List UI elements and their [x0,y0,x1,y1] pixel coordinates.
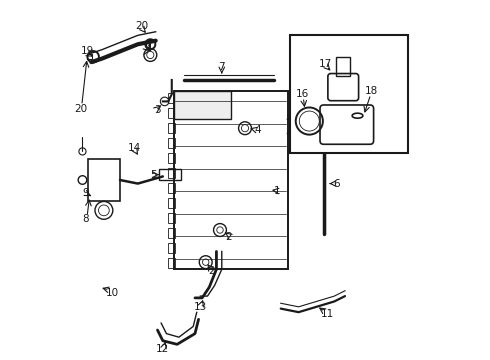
Bar [168,228,174,238]
Bar [173,91,288,269]
Text: 18: 18 [365,86,378,96]
Text: 12: 12 [156,343,170,354]
Bar [168,257,174,267]
Bar [168,198,174,208]
Text: 6: 6 [333,179,340,189]
Bar [173,91,231,119]
Text: 11: 11 [320,309,334,319]
Text: 17: 17 [319,59,332,69]
Bar [168,153,174,163]
Bar [168,183,174,193]
Text: 4: 4 [145,43,152,53]
Text: 15: 15 [395,96,409,107]
Bar [168,243,174,253]
Bar [159,169,181,180]
Text: 4: 4 [254,125,261,135]
Text: 3: 3 [154,105,161,115]
Bar [88,54,92,59]
Text: 7: 7 [219,63,225,72]
Bar [146,42,149,47]
Bar [168,93,174,103]
Text: 8: 8 [82,214,89,224]
Bar [336,57,350,76]
Bar [168,168,174,178]
Bar [168,123,174,133]
Bar [168,213,174,223]
Bar [168,138,174,148]
Text: 16: 16 [295,89,309,99]
Text: 2: 2 [208,266,215,276]
Text: 19: 19 [81,46,95,57]
Bar [168,108,174,118]
Text: 20: 20 [74,104,87,113]
Text: 9: 9 [82,188,89,198]
Text: 2: 2 [225,232,231,242]
Text: 10: 10 [106,288,120,297]
Bar [290,35,408,153]
Bar [88,158,120,202]
Text: 5: 5 [150,170,157,180]
Text: 13: 13 [194,302,207,312]
Text: 20: 20 [135,21,148,31]
Text: 1: 1 [274,186,280,196]
Text: 14: 14 [127,143,141,153]
